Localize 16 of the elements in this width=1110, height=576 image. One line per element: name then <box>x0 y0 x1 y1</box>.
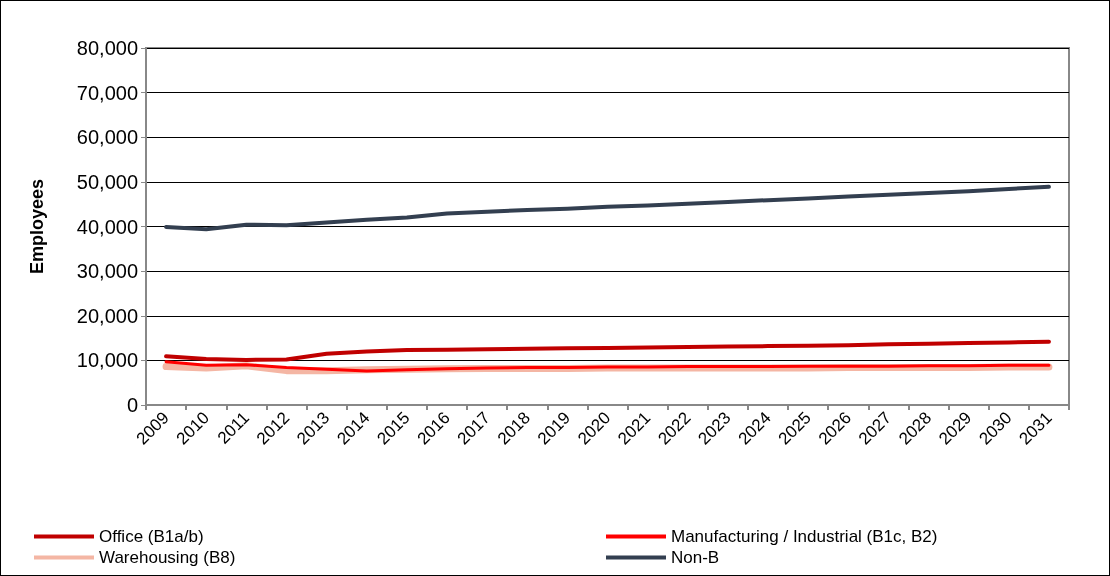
y-tick-label: 80,000 <box>76 37 138 59</box>
y-tick-label: 30,000 <box>76 260 138 283</box>
y-tick-label: 70,000 <box>76 81 138 104</box>
line-series <box>164 339 1051 362</box>
y-tick-label: 50,000 <box>76 170 138 193</box>
legend-label: Manufacturing / Industrial (B1c, B2) <box>671 527 938 546</box>
y-tick-label: 10,000 <box>76 349 138 372</box>
y-tick-label: 20,000 <box>76 304 138 327</box>
y-tick-label: 40,000 <box>76 215 138 238</box>
line-series <box>164 184 1051 232</box>
legend-label: Non-B <box>671 548 720 567</box>
y-axis-title: Employees <box>27 178 47 275</box>
legend-label: Warehousing (B8) <box>99 548 236 567</box>
y-tick-label: 0 <box>126 394 138 416</box>
y-tick-label: 60,000 <box>76 126 138 149</box>
legend-label: Office (B1a/b) <box>99 527 204 546</box>
